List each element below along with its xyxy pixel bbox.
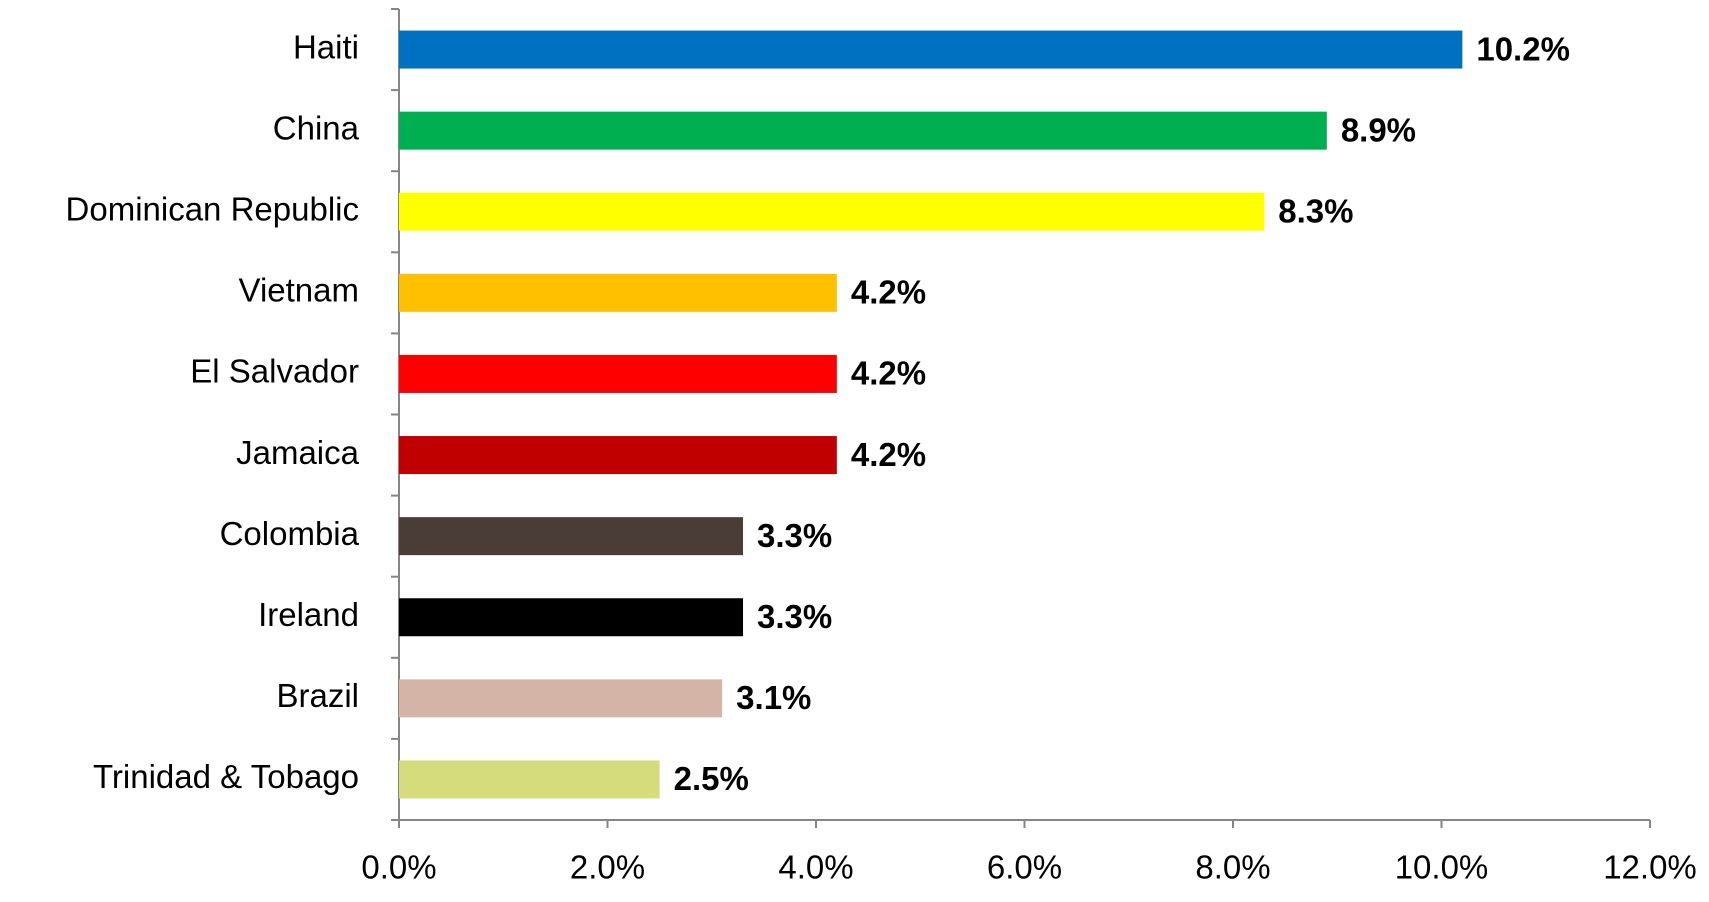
y-tick-label: Colombia xyxy=(220,515,360,552)
value-label: 3.3% xyxy=(757,517,832,554)
y-tick-label: Brazil xyxy=(276,677,359,714)
x-tick-label: 12.0% xyxy=(1603,849,1697,886)
bar xyxy=(399,598,744,637)
y-tick-label: Vietnam xyxy=(239,272,359,309)
y-tick-label: Dominican Republic xyxy=(66,190,359,227)
value-label: 4.2% xyxy=(851,436,926,473)
bar xyxy=(399,517,744,556)
value-label: 2.5% xyxy=(674,760,749,797)
value-label: 8.9% xyxy=(1341,111,1416,148)
bar xyxy=(399,273,837,312)
bar xyxy=(399,354,837,393)
value-label: 3.1% xyxy=(736,679,811,716)
y-tick-label: Jamaica xyxy=(236,434,360,471)
x-tick-label: 10.0% xyxy=(1395,849,1489,886)
value-label: 8.3% xyxy=(1278,192,1353,229)
bar xyxy=(399,436,837,475)
value-label: 10.2% xyxy=(1476,30,1570,67)
y-tick-label: Haiti xyxy=(293,28,359,65)
y-tick-label: El Salvador xyxy=(190,353,359,390)
x-tick-label: 0.0% xyxy=(361,849,436,886)
bar xyxy=(399,760,660,799)
y-tick-label: Ireland xyxy=(258,596,359,633)
value-label: 4.2% xyxy=(851,355,926,392)
bar xyxy=(399,192,1265,231)
y-tick-label: China xyxy=(273,109,360,146)
value-label: 3.3% xyxy=(757,598,832,635)
x-tick-label: 6.0% xyxy=(987,849,1062,886)
y-tick-label: Trinidad & Tobago xyxy=(93,758,359,795)
x-tick-label: 4.0% xyxy=(778,849,853,886)
bar xyxy=(399,111,1327,150)
x-tick-label: 8.0% xyxy=(1195,849,1270,886)
x-tick-label: 2.0% xyxy=(570,849,645,886)
value-label: 4.2% xyxy=(851,274,926,311)
bar xyxy=(399,30,1463,69)
bar xyxy=(399,679,723,718)
